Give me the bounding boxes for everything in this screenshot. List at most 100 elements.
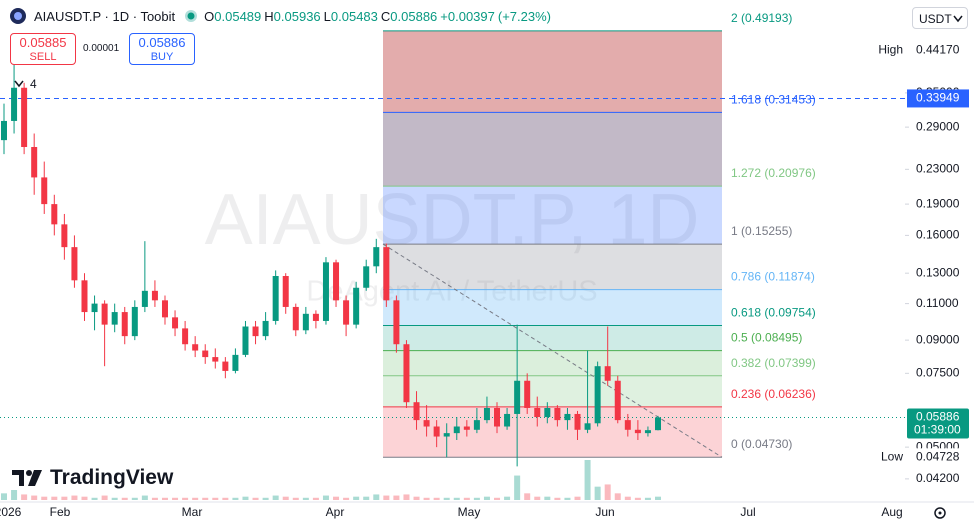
fib-zone	[383, 350, 722, 376]
volume-bar	[353, 496, 360, 500]
volume-bar	[614, 493, 621, 500]
candle-body	[423, 420, 430, 427]
volume-bar	[202, 497, 209, 500]
brand-name: TradingView	[50, 466, 174, 489]
fib-label: 2 (0.49193)	[731, 11, 792, 25]
status-dot	[185, 10, 198, 22]
fib-zone	[383, 112, 722, 187]
volume-bar	[212, 497, 219, 500]
spread: 0.00001	[83, 43, 120, 54]
candle-body	[282, 276, 289, 307]
candle-body	[151, 290, 158, 301]
volume-bar	[463, 497, 470, 500]
fib-label: 1.272 (0.20976)	[731, 166, 816, 180]
fib-label: 0.786 (0.11874)	[731, 270, 815, 284]
sell-button[interactable]: 0.05885 SELL	[10, 33, 76, 65]
candle-body	[433, 426, 440, 437]
volume-bar	[373, 494, 380, 500]
volume-bar	[81, 496, 88, 500]
fib-value: (0.11874)	[764, 270, 814, 284]
volume-bar	[584, 460, 591, 500]
volume-bar	[91, 497, 98, 500]
candle-body	[624, 420, 631, 430]
volume-bar	[182, 497, 189, 500]
ohlc-value: 0.05936	[273, 8, 321, 24]
buy-label: BUY	[150, 51, 174, 63]
y-tick-label: 0.19000	[916, 196, 960, 210]
candle-body	[383, 247, 390, 301]
y-tick-label: 0.23000	[916, 161, 960, 175]
candle-body	[564, 413, 571, 421]
fib-value: (0.09754)	[764, 306, 815, 320]
last-price-label: 0.05886	[916, 410, 960, 424]
candle-body	[655, 417, 661, 431]
candle-body	[141, 290, 148, 307]
fib-level: 0.5	[731, 331, 748, 345]
indicators-toggle[interactable]: 4	[14, 77, 37, 91]
fib-label: 1 (0.15255)	[731, 224, 792, 238]
candle-body	[121, 312, 128, 337]
volume-bar	[453, 497, 460, 500]
price-marker-label: 0.04728	[916, 449, 960, 463]
gear-hole	[938, 511, 942, 515]
volume-bar	[634, 497, 641, 500]
ohlc-value: 0.05886	[390, 8, 438, 24]
fib-value: (0.07399)	[764, 356, 815, 370]
volume-bar	[322, 495, 329, 500]
candle-body	[172, 317, 179, 329]
volume-bar	[403, 494, 410, 500]
volume-bar	[504, 496, 511, 500]
volume-bar	[302, 497, 309, 500]
volume-bar	[242, 496, 249, 500]
x-tick-label: Apr	[326, 505, 345, 519]
volume-bar	[534, 496, 541, 500]
fib-value: (0.08495)	[751, 331, 802, 345]
crosshair-label: 0.33949	[916, 91, 960, 105]
candle-body	[524, 380, 531, 408]
sell-price: 0.05885	[19, 35, 67, 50]
candle-body	[574, 413, 581, 430]
crosshair-box	[907, 89, 969, 108]
fib-label: 1.618 (0.31453)	[731, 93, 816, 107]
symbol-bar: AIAUSDT.P · 1D · Toobit O 0.05489 H 0.0593…	[0, 0, 554, 32]
candle-body	[252, 326, 259, 337]
volume-bar	[413, 496, 420, 500]
fib-level: 0	[731, 437, 738, 451]
fib-level: 1	[731, 224, 738, 238]
fib-value: (0.04730)	[741, 437, 792, 451]
candle-body	[473, 420, 480, 430]
fib-level: 1.272	[731, 166, 761, 180]
candle-body	[373, 247, 380, 267]
volume-bar	[514, 475, 521, 500]
brand-logo[interactable]: TradingView	[12, 466, 173, 490]
fib-level: 0.236	[731, 387, 761, 401]
volume-bar	[473, 497, 480, 500]
symbol-title[interactable]: AIAUSDT.P · 1D · Toobit	[34, 8, 176, 24]
volume-bar	[343, 497, 350, 500]
candle-body	[292, 306, 299, 331]
candle-body	[41, 177, 48, 205]
buy-button[interactable]: 0.05886 BUY	[129, 33, 195, 65]
indicators-count: 4	[30, 77, 37, 91]
volume-bar	[21, 494, 28, 500]
candle-body	[232, 354, 239, 371]
settings-icon[interactable]	[934, 507, 946, 519]
candle-body	[443, 433, 450, 437]
fib-value: (0.20976)	[764, 166, 815, 180]
x-tick-label: Jul	[740, 505, 755, 519]
volume-bar	[272, 495, 279, 500]
candle-body	[91, 303, 98, 313]
currency-select[interactable]: USDT	[912, 7, 968, 29]
candle-body	[353, 287, 360, 325]
candle-body	[463, 426, 470, 430]
volume-bar	[262, 497, 269, 500]
candle-body	[101, 303, 108, 325]
candle-body	[302, 313, 309, 331]
fib-trendline	[382, 243, 723, 458]
fib-zone	[383, 186, 722, 245]
y-tick-label: 0.04200	[916, 471, 960, 485]
candle-body	[634, 429, 641, 434]
volume-bar	[443, 497, 450, 500]
y-tick-label: 0.09000	[916, 332, 960, 346]
